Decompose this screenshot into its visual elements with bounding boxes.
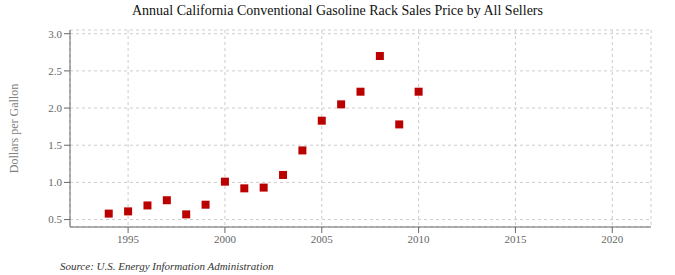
svg-text:1.0: 1.0	[48, 176, 62, 188]
svg-text:0.5: 0.5	[48, 213, 62, 225]
svg-text:2020: 2020	[601, 233, 624, 245]
html-text:Source: U.S. Energy Informatio: Source: U.S. Energy Information Administ…	[60, 260, 274, 272]
svg-text:3.0: 3.0	[48, 28, 62, 40]
html-text:Annual California Conventional: Annual California Conventional Gasoline …	[132, 3, 543, 18]
svg-text:2010: 2010	[408, 233, 431, 245]
svg-text:1995: 1995	[117, 233, 140, 245]
svg-text:2.5: 2.5	[48, 65, 62, 77]
svg-text:2015: 2015	[504, 233, 527, 245]
svg-text:2005: 2005	[311, 233, 334, 245]
svg-text:2.0: 2.0	[48, 102, 62, 114]
svg-text:1.5: 1.5	[48, 139, 62, 151]
svg-text:Dollars per Gallon: Dollars per Gallon	[8, 84, 21, 173]
svg-text:2000: 2000	[214, 233, 237, 245]
